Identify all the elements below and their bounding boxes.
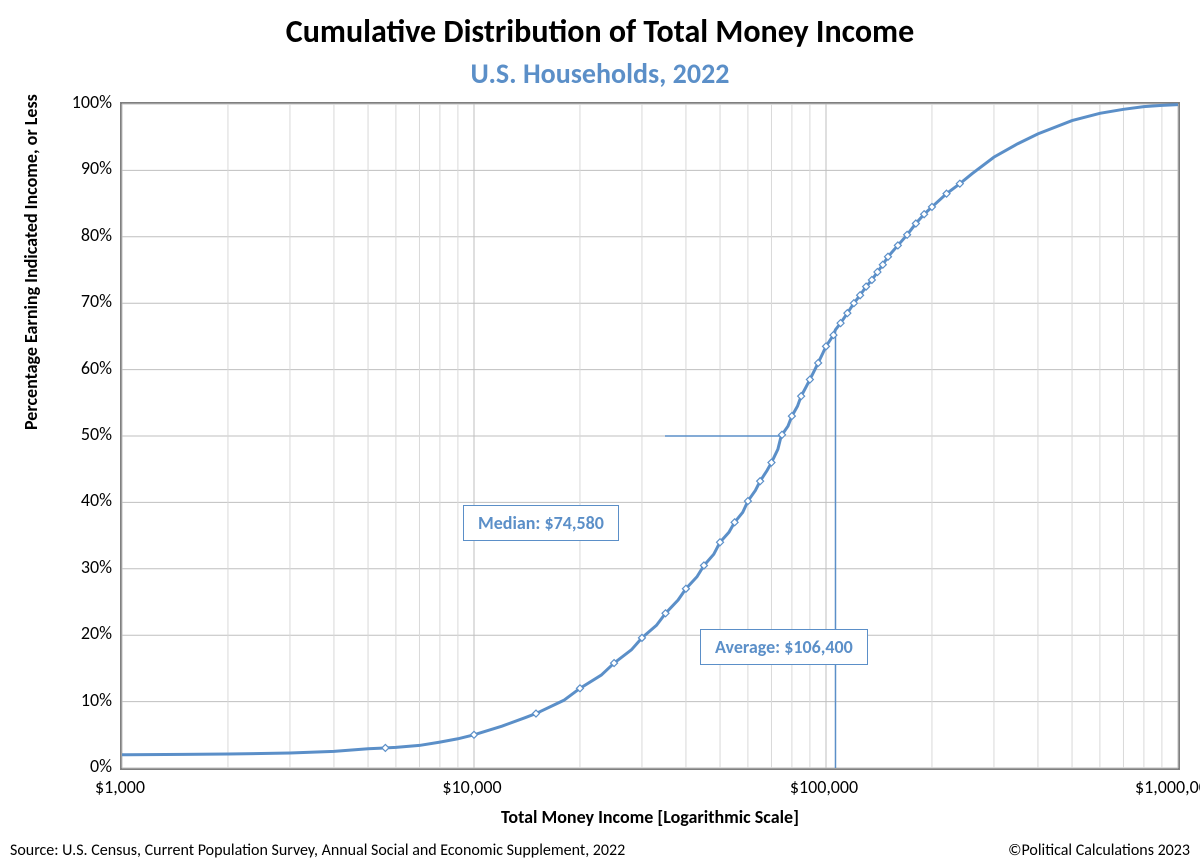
- x-axis-label: Total Money Income [Logarithmic Scale]: [120, 806, 1180, 828]
- average-annotation: Average: $106,400: [700, 629, 868, 665]
- y-tick-label: 10%: [52, 689, 112, 711]
- plot-area: [120, 102, 1180, 770]
- chart-title: Cumulative Distribution of Total Money I…: [0, 12, 1200, 51]
- x-tick-label: $1,000: [95, 776, 145, 798]
- y-tick-label: 80%: [52, 224, 112, 246]
- y-tick-label: 40%: [52, 489, 112, 511]
- y-tick-label: 60%: [52, 357, 112, 379]
- x-tick-label: $100,000: [790, 776, 858, 798]
- y-tick-label: 100%: [52, 91, 112, 113]
- chart-subtitle: U.S. Households, 2022: [0, 56, 1200, 91]
- y-tick-label: 90%: [52, 157, 112, 179]
- plot-svg: [122, 104, 1178, 768]
- median-annotation: Median: $74,580: [463, 505, 619, 541]
- source-text: Source: U.S. Census, Current Population …: [10, 841, 625, 860]
- y-tick-label: 0%: [52, 755, 112, 777]
- x-tick-label: $10,000: [442, 776, 501, 798]
- copyright-text: ©Political Calculations 2023: [1008, 841, 1190, 860]
- y-tick-label: 50%: [52, 423, 112, 445]
- x-tick-label: $1,000,000: [1135, 776, 1200, 798]
- chart-container: Cumulative Distribution of Total Money I…: [0, 0, 1200, 868]
- y-tick-label: 20%: [52, 622, 112, 644]
- y-tick-label: 30%: [52, 556, 112, 578]
- y-axis-label: Percentage Earning Indicated Income, or …: [20, 94, 42, 430]
- y-tick-label: 70%: [52, 290, 112, 312]
